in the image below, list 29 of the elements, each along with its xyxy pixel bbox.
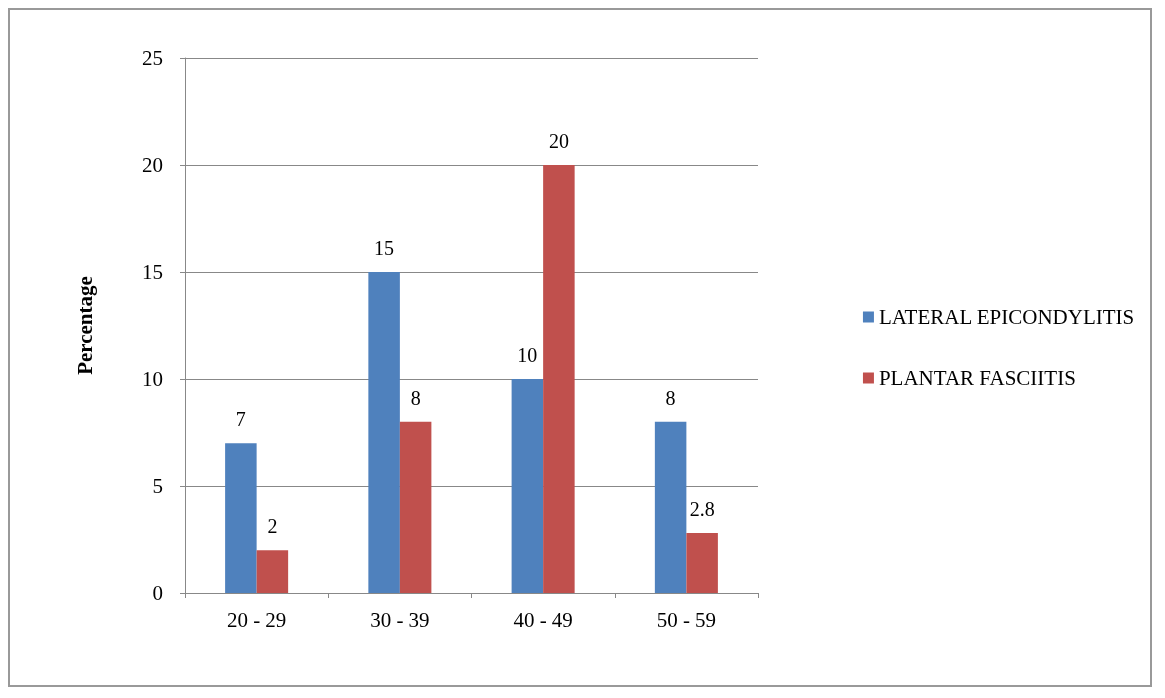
bar: [543, 165, 575, 593]
bar: [511, 379, 544, 593]
bar: [686, 533, 718, 593]
bar: [654, 421, 687, 593]
bar: [368, 272, 400, 593]
data-label: 2.8: [689, 498, 715, 521]
y-tick-label: 15: [142, 260, 163, 284]
bar: [225, 443, 257, 593]
data-label: 2: [267, 515, 278, 538]
y-tick-label: 10: [142, 367, 163, 391]
data-label: 15: [374, 237, 395, 259]
bar: [399, 421, 432, 593]
bar: [256, 550, 289, 593]
y-tick-label: 5: [152, 474, 163, 498]
legend-label: PLANTAR FASCIITIS: [878, 366, 1076, 390]
y-tick-label: 0: [152, 581, 163, 605]
data-label: 7: [235, 408, 246, 431]
x-tick-label: 30 - 39: [370, 607, 430, 632]
x-tick-label: 40 - 49: [513, 607, 573, 632]
data-label: 10: [517, 344, 538, 366]
legend-label: LATERAL EPICONDYLITIS: [878, 305, 1135, 329]
data-label: 20: [548, 130, 569, 152]
y-axis-title: Percentage: [72, 276, 97, 375]
y-tick-label: 25: [142, 46, 163, 70]
data-label: 8: [665, 386, 676, 409]
x-tick-label: 50 - 59: [656, 607, 717, 632]
y-tick-label: 20: [142, 153, 163, 177]
data-label: 8: [410, 386, 421, 409]
x-tick-label: 20 - 29: [226, 607, 287, 632]
